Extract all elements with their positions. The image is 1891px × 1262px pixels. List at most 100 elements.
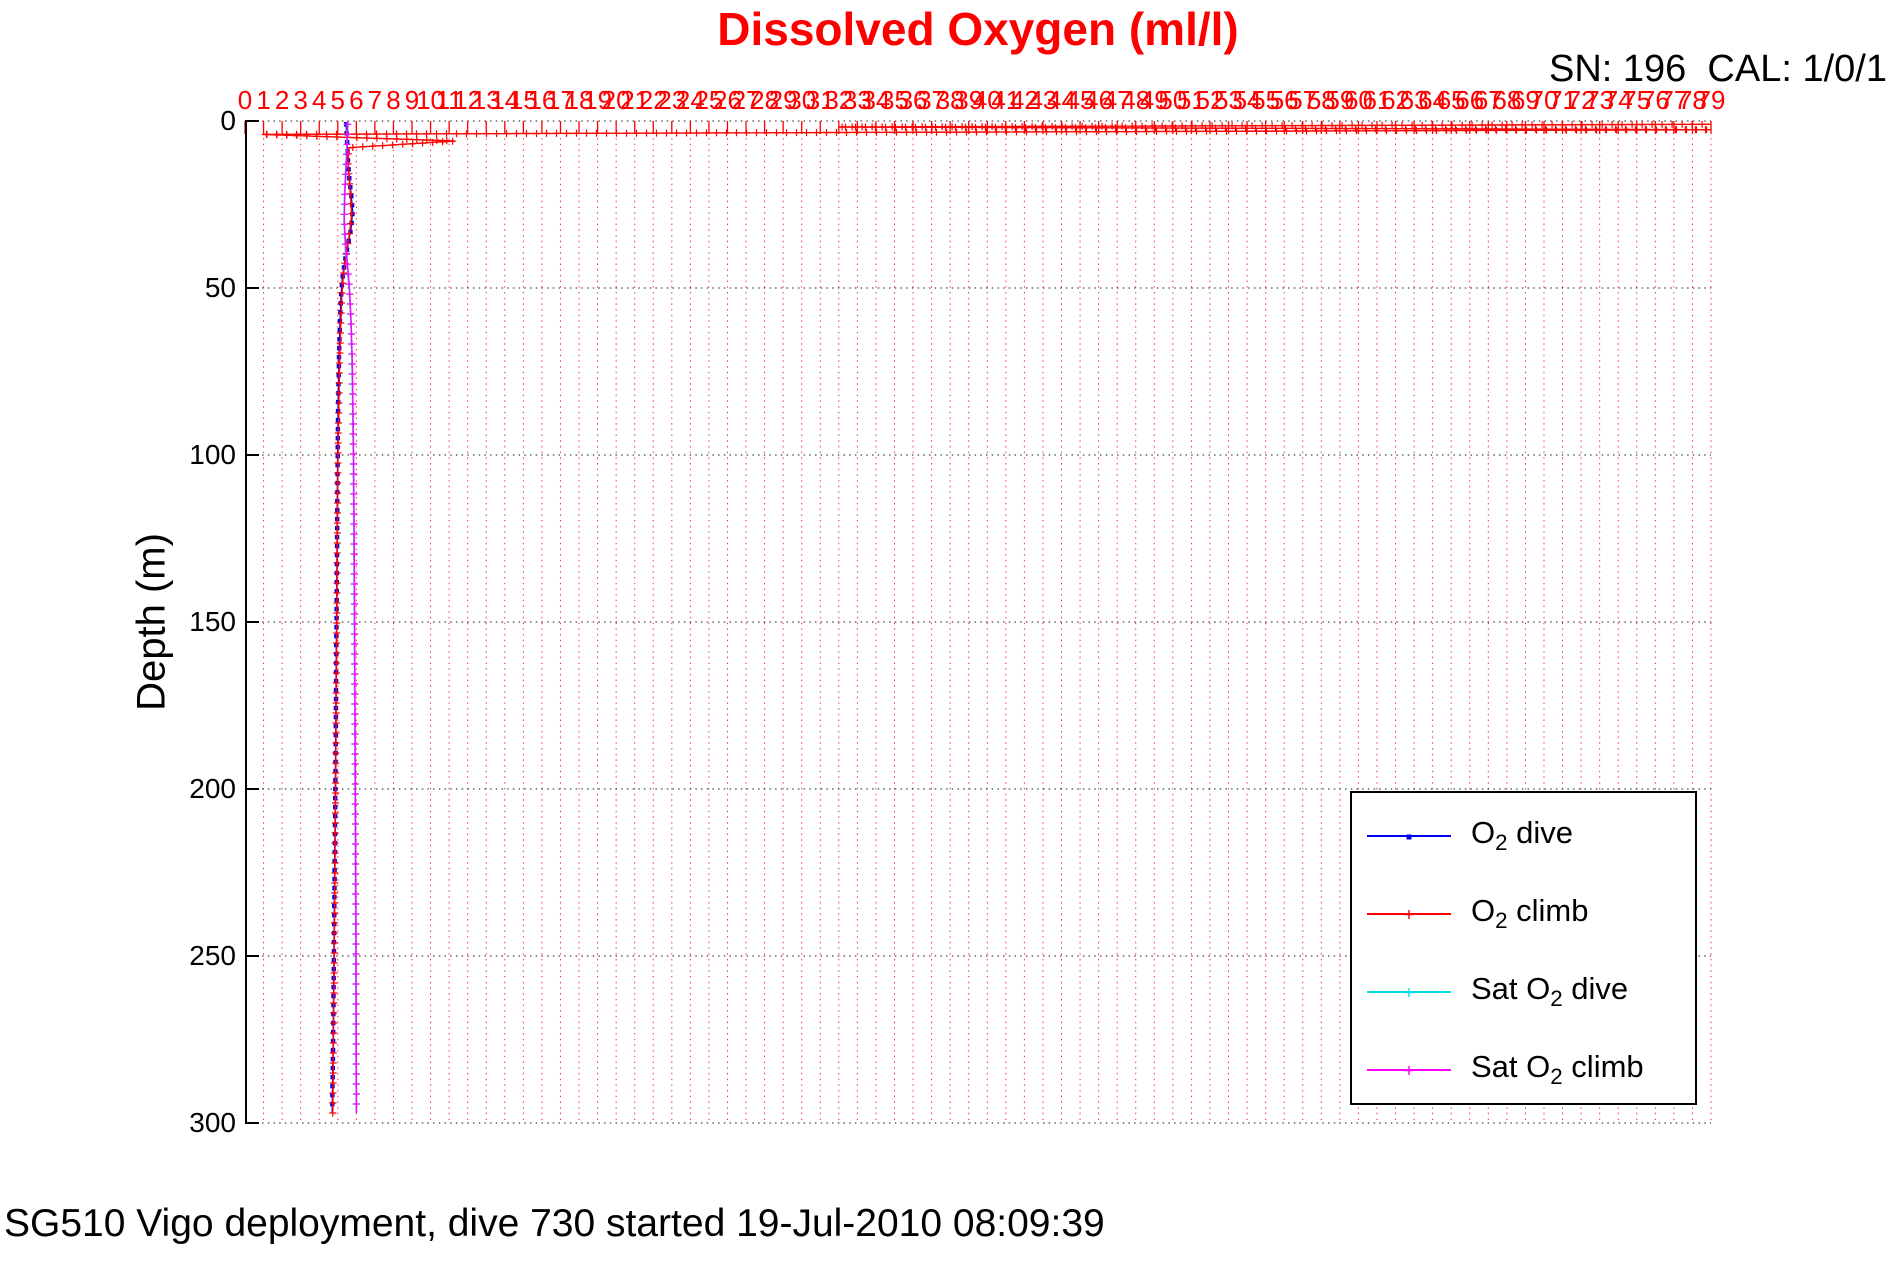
x-tick-label: 0 [237, 85, 253, 115]
x-tick-label: 54 [1232, 85, 1262, 115]
x-tick-label: 10 [416, 85, 446, 115]
y-tick-label: 0 [220, 105, 236, 136]
x-tick-label: 12 [453, 85, 483, 115]
legend: O2 dive O2 climb Sat O2 dive Sat O2 climb [1350, 791, 1697, 1105]
x-tick-label: 72 [1566, 85, 1596, 115]
x-tick-label: 66 [1455, 85, 1485, 115]
x-tick-label: 20 [601, 85, 631, 115]
x-tick-label: 41 [991, 85, 1021, 115]
x-tick-label: 47 [1102, 85, 1132, 115]
x-tick-label: 29 [768, 85, 798, 115]
x-tick-label: 3 [293, 85, 308, 115]
x-tick-label: 39 [954, 85, 984, 115]
x-tick-label: 64 [1418, 85, 1448, 115]
x-tick-label: 38 [935, 85, 965, 115]
x-tick-label: 46 [1084, 85, 1114, 115]
plus-marker-icon [1404, 984, 1414, 1002]
legend-label: Sat O2 climb [1471, 1049, 1644, 1090]
x-tick-label: 27 [731, 85, 761, 115]
x-tick-label: 60 [1343, 85, 1373, 115]
x-tick-label: 33 [842, 85, 872, 115]
x-tick-label: 69 [1510, 85, 1540, 115]
y-tick-label: 300 [189, 1107, 236, 1138]
x-tick-label: 44 [1047, 85, 1076, 115]
x-tick-label: 36 [898, 85, 928, 115]
legend-item-O2-climb: O2 climb [1352, 886, 1695, 942]
x-tick-label: 61 [1362, 85, 1392, 115]
y-tick-label: 50 [204, 272, 236, 303]
x-tick-label: 30 [787, 85, 817, 115]
x-tick-label: 55 [1251, 85, 1281, 115]
x-tick-label: 32 [824, 85, 854, 115]
x-tick-label: 59 [1325, 85, 1355, 115]
plot-area [244, 120, 1712, 1124]
x-tick-label: 78 [1677, 85, 1707, 115]
x-tick-label: 74 [1603, 85, 1633, 115]
x-tick-label: 28 [750, 85, 780, 115]
legend-item-Sat-O2-climb: Sat O2 climb [1352, 1042, 1695, 1098]
x-tick-label: 77 [1659, 85, 1689, 115]
chart-title: Dissolved Oxygen (ml/l) [717, 3, 1239, 55]
x-tick-label: 14 [490, 85, 520, 115]
y-axis-title: Depth (m) [129, 533, 174, 711]
x-tick-label: 49 [1139, 85, 1169, 115]
x-tick-label: 48 [1121, 85, 1151, 115]
legend-label: Sat O2 dive [1471, 971, 1629, 1012]
square-marker-icon [1406, 834, 1412, 840]
x-tick-label: 42 [1009, 85, 1039, 115]
x-tick-label: 52 [1195, 85, 1225, 115]
x-tick-label: 51 [1176, 85, 1206, 115]
x-tick-label: 63 [1399, 85, 1429, 115]
x-tick-label: 37 [917, 85, 947, 115]
x-tick-label: 34 [861, 85, 891, 115]
x-tick-label: 50 [1158, 85, 1188, 115]
y-tick-label: 100 [189, 439, 236, 470]
x-tick-label: 11 [435, 85, 463, 115]
legend-item-Sat-O2-dive: Sat O2 dive [1352, 964, 1695, 1020]
x-tick-label: 58 [1306, 85, 1336, 115]
x-tick-label: 53 [1214, 85, 1243, 115]
x-tick-label: 76 [1640, 85, 1670, 115]
x-tick-label: 65 [1436, 85, 1466, 115]
x-tick-label: 15 [508, 85, 538, 115]
x-tick-label: 75 [1622, 85, 1652, 115]
legend-line-sample [1367, 988, 1451, 997]
x-tick-label: 67 [1473, 85, 1503, 115]
x-tick-label: 35 [880, 85, 909, 115]
x-tick-label: 79 [1696, 85, 1726, 115]
x-tick-label: 21 [620, 85, 650, 115]
x-tick-label: 9 [404, 85, 420, 115]
x-tick-label: 18 [564, 85, 594, 115]
x-tick-label: 40 [972, 85, 1002, 115]
x-tick-label: 17 [545, 85, 575, 115]
sn-cal-text: SN: 196 CAL: 1/0/1 [1549, 48, 1887, 90]
x-tick-labels: 0 1 2 3 4 5 6 7 8 9 10 11 12 13 14 15 16 17 18 19 20 21 22 23 24… [238, 85, 1726, 115]
plus-marker-icon [1404, 906, 1414, 924]
x-tick-label: 4 [311, 85, 327, 115]
legend-line-sample [1367, 910, 1451, 919]
x-tick-label: 57 [1288, 85, 1318, 115]
x-tick-label: 8 [386, 85, 401, 115]
x-tick-label: 2 [274, 85, 290, 115]
x-tick-label: 73 [1585, 85, 1615, 115]
x-tick-label: 5 [330, 85, 346, 115]
x-tick-label: 31 [805, 85, 835, 115]
x-tick-label: 1 [256, 85, 271, 115]
x-tick-label: 43 [1028, 85, 1058, 115]
y-tick-label: 200 [189, 773, 236, 804]
x-tick-label: 45 [1065, 85, 1095, 115]
y-tick-labels: 0 50 100 150 200 250 300 [0, 107, 236, 1137]
legend-label: O2 dive [1471, 815, 1574, 856]
x-tick-label: 19 [583, 85, 613, 115]
x-tick-label: 62 [1381, 85, 1410, 115]
plus-marker-icon [1404, 1062, 1414, 1080]
legend-item-O2-dive: O2 dive [1352, 808, 1695, 864]
x-tick-label: 6 [349, 85, 364, 115]
legend-line-sample [1367, 1066, 1451, 1075]
legend-line-sample [1367, 834, 1451, 840]
x-tick-label: 24 [675, 85, 705, 115]
x-tick-label: 68 [1492, 85, 1522, 115]
x-tick-label: 26 [713, 85, 742, 115]
x-tick-label: 56 [1269, 85, 1299, 115]
